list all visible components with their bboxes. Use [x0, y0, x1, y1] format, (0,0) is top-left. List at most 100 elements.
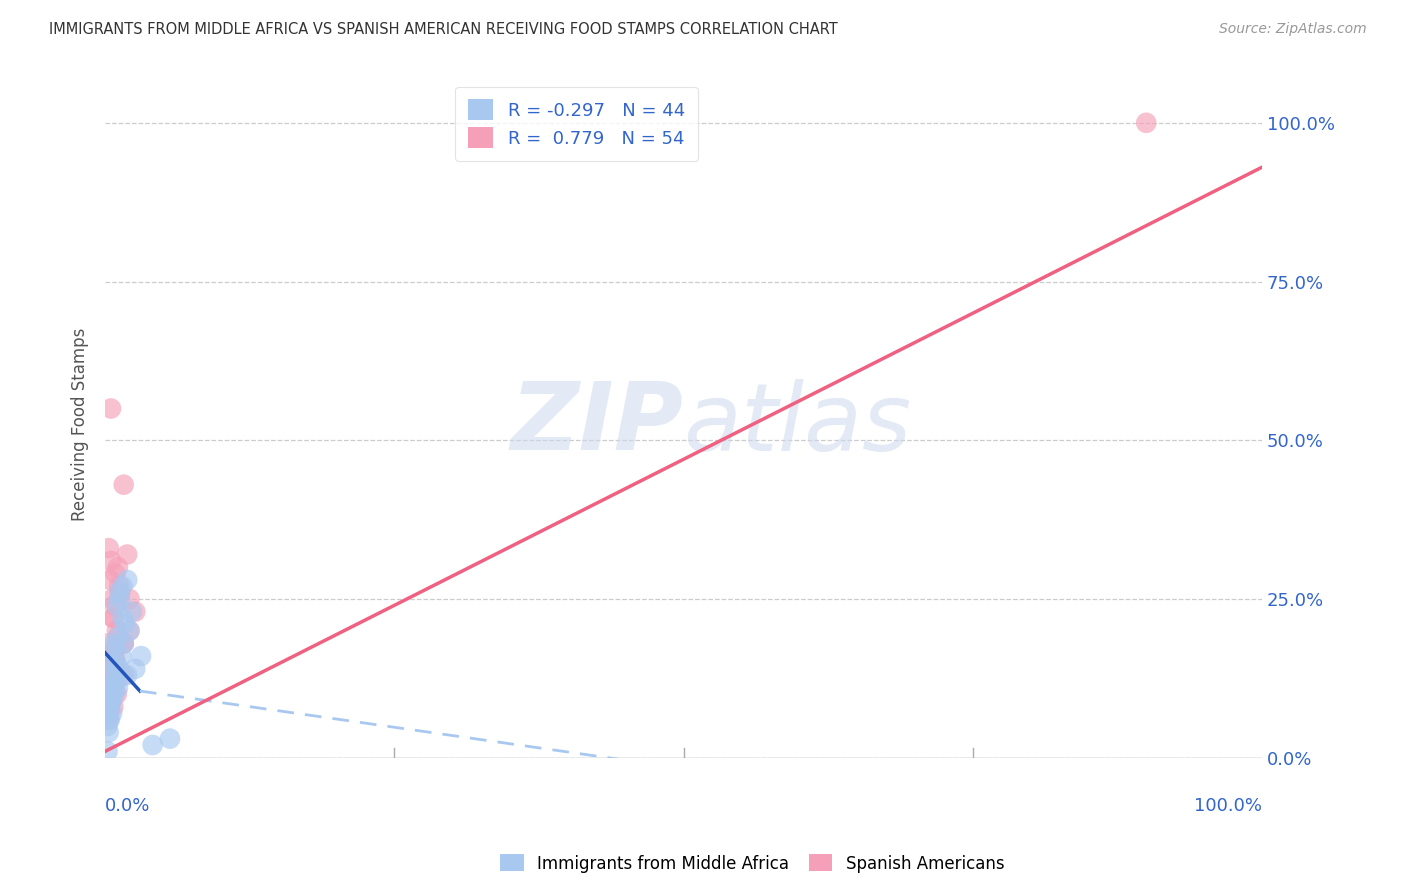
Point [112, 477, 135, 491]
Point [96, 706, 118, 721]
Point [103, 668, 125, 682]
Point [142, 738, 165, 752]
Point [115, 548, 138, 562]
Point [96, 687, 118, 701]
Point [96, 706, 118, 721]
Point [103, 699, 125, 714]
Point [104, 566, 127, 581]
Point [98, 681, 121, 695]
Point [98, 713, 121, 727]
Point [100, 681, 122, 695]
Point [1135, 116, 1157, 130]
Point [98, 693, 121, 707]
Point [97, 713, 120, 727]
Point [112, 636, 135, 650]
Point [104, 656, 127, 670]
Point [98, 693, 121, 707]
Point [121, 605, 143, 619]
Point [103, 599, 125, 613]
Point [101, 693, 124, 707]
Point [105, 662, 128, 676]
Point [112, 636, 135, 650]
Point [111, 579, 134, 593]
Point [96, 719, 118, 733]
Point [98, 656, 121, 670]
Point [100, 662, 122, 676]
Point [105, 599, 128, 613]
Point [101, 649, 124, 664]
Point [103, 636, 125, 650]
Text: 100.0%: 100.0% [1194, 797, 1263, 814]
Point [100, 554, 122, 568]
Text: ZIP: ZIP [510, 378, 683, 470]
Point [98, 681, 121, 695]
Point [100, 674, 122, 689]
Point [105, 674, 128, 689]
Text: IMMIGRANTS FROM MIDDLE AFRICA VS SPANISH AMERICAN RECEIVING FOOD STAMPS CORRELAT: IMMIGRANTS FROM MIDDLE AFRICA VS SPANISH… [49, 22, 838, 37]
Point [103, 687, 125, 701]
Text: Source: ZipAtlas.com: Source: ZipAtlas.com [1219, 22, 1367, 37]
Point [97, 541, 120, 556]
Text: atlas: atlas [683, 379, 912, 470]
Y-axis label: Receiving Food Stamps: Receiving Food Stamps [72, 327, 89, 521]
Point [107, 630, 129, 644]
Point [101, 674, 124, 689]
Point [98, 674, 121, 689]
Point [103, 611, 125, 625]
Point [100, 401, 122, 416]
Point [118, 591, 141, 606]
Point [111, 611, 134, 625]
Point [101, 591, 124, 606]
Point [129, 649, 152, 664]
Point [107, 630, 129, 644]
Point [103, 611, 125, 625]
Point [118, 624, 141, 638]
Point [159, 731, 181, 746]
Point [97, 699, 120, 714]
Point [110, 649, 132, 664]
Point [97, 656, 120, 670]
Point [97, 687, 120, 701]
Point [101, 681, 124, 695]
Point [98, 687, 121, 701]
Point [98, 573, 121, 587]
Point [108, 662, 131, 676]
Point [112, 636, 135, 650]
Point [118, 624, 141, 638]
Text: 0.0%: 0.0% [105, 797, 150, 814]
Point [96, 636, 118, 650]
Point [103, 649, 125, 664]
Point [105, 624, 128, 638]
Point [104, 662, 127, 676]
Point [97, 693, 120, 707]
Point [114, 617, 136, 632]
Point [110, 591, 132, 606]
Point [100, 681, 122, 695]
Point [100, 693, 122, 707]
Point [115, 573, 138, 587]
Legend: Immigrants from Middle Africa, Spanish Americans: Immigrants from Middle Africa, Spanish A… [494, 847, 1011, 880]
Point [97, 713, 120, 727]
Point [108, 585, 131, 599]
Point [101, 687, 124, 701]
Point [115, 668, 138, 682]
Point [98, 699, 121, 714]
Point [97, 699, 120, 714]
Point [101, 668, 124, 682]
Point [108, 579, 131, 593]
Point [104, 674, 127, 689]
Point [98, 693, 121, 707]
Point [101, 706, 124, 721]
Point [97, 706, 120, 721]
Point [103, 642, 125, 657]
Point [97, 725, 120, 739]
Point [101, 681, 124, 695]
Point [100, 668, 122, 682]
Point [103, 642, 125, 657]
Point [112, 668, 135, 682]
Point [107, 560, 129, 574]
Point [103, 668, 125, 682]
Point [124, 605, 146, 619]
Point [110, 585, 132, 599]
Point [107, 681, 129, 695]
